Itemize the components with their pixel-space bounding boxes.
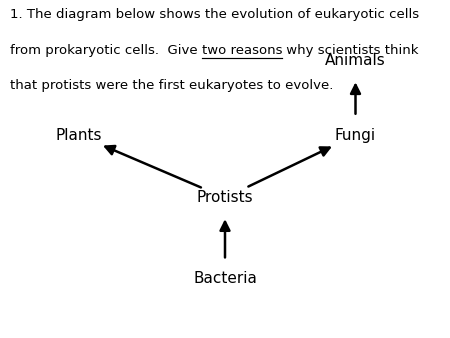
Text: Bacteria: Bacteria	[193, 271, 257, 286]
Text: Protists: Protists	[197, 190, 253, 205]
Text: from prokaryotic cells.  Give: from prokaryotic cells. Give	[10, 44, 202, 57]
Text: Fungi: Fungi	[335, 128, 376, 143]
Text: Animals: Animals	[325, 53, 386, 68]
Text: two reasons: two reasons	[202, 44, 282, 57]
Text: 1. The diagram below shows the evolution of eukaryotic cells: 1. The diagram below shows the evolution…	[10, 8, 419, 21]
Text: why scientists think: why scientists think	[282, 44, 419, 57]
Text: that protists were the first eukaryotes to evolve.: that protists were the first eukaryotes …	[10, 79, 333, 92]
Text: Plants: Plants	[55, 128, 102, 143]
